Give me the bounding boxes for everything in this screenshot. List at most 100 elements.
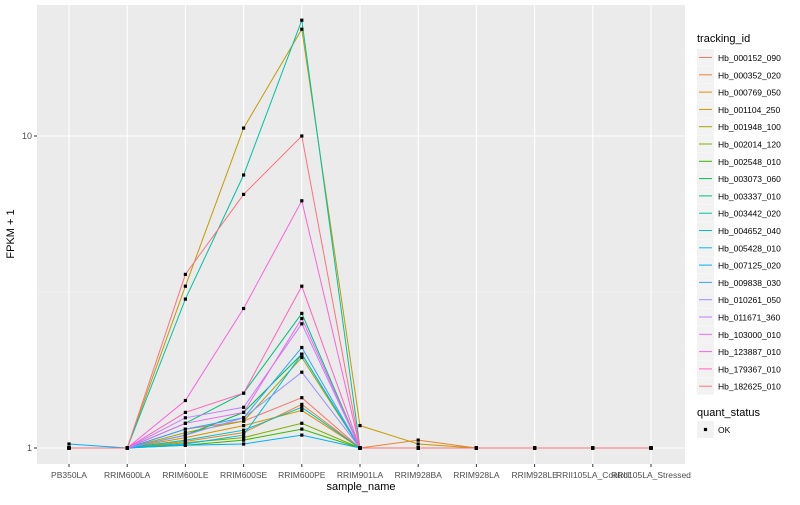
legend-label: Hb_003337_010	[718, 191, 781, 201]
data-point	[649, 446, 653, 450]
data-point	[242, 442, 246, 446]
data-point	[242, 306, 246, 311]
legend-label: Hb_009838_030	[718, 278, 781, 288]
data-point	[300, 402, 304, 406]
legend-item: Hb_009838_030	[697, 273, 781, 291]
legend-item: Hb_182625_010	[697, 377, 781, 395]
data-point	[358, 446, 362, 450]
legend-item: Hb_007125_020	[697, 256, 781, 274]
data-point	[533, 446, 537, 450]
shape-legend-item: OK	[697, 421, 731, 438]
legend-item: Hb_003442_020	[697, 204, 781, 222]
data-point	[416, 438, 420, 442]
data-point	[300, 408, 304, 412]
legend-label: Hb_004652_040	[718, 226, 781, 236]
data-point	[183, 433, 187, 437]
data-point	[242, 428, 246, 432]
data-point	[358, 424, 362, 428]
data-point	[300, 352, 304, 356]
legend-item: Hb_000152_090	[697, 49, 781, 66]
x-tick-label: RRIM600LE	[162, 470, 209, 480]
legend-entries: Hb_000152_090 Hb_000352_020 Hb_000769_050 H…	[697, 49, 781, 395]
data-point	[416, 442, 420, 446]
panel-background	[37, 5, 685, 464]
data-point	[242, 192, 246, 196]
shape-legend-entries: OK	[697, 421, 731, 438]
legend-label: Hb_007125_020	[718, 261, 781, 271]
data-point	[183, 427, 187, 431]
y-tick-label: 10	[22, 131, 32, 141]
legend-label: Hb_000769_050	[718, 88, 781, 98]
legend-label: Hb_000152_090	[718, 53, 781, 63]
legend-item: Hb_179367_010	[697, 360, 781, 378]
data-point	[242, 436, 246, 440]
x-tick-label: RRIM600PE	[278, 470, 326, 480]
data-point	[125, 446, 129, 450]
data-point	[67, 446, 71, 450]
legend-label: Hb_011671_360	[718, 313, 781, 323]
data-points	[67, 18, 653, 450]
data-point	[242, 431, 246, 435]
legend-item: Hb_001104_250	[697, 100, 781, 118]
shape-legend-label: OK	[718, 425, 731, 435]
data-point	[300, 18, 304, 22]
legend-item: Hb_001948_100	[697, 118, 781, 136]
x-tick-label: RRIM600SE	[220, 470, 268, 480]
data-point	[183, 398, 187, 403]
data-point	[183, 410, 187, 414]
legend-item: Hb_002548_010	[697, 152, 781, 170]
legend-item: Hb_000352_020	[697, 66, 781, 84]
data-point	[300, 370, 304, 374]
data-point	[300, 421, 304, 425]
data-point	[300, 405, 304, 409]
legend-label: Hb_182625_010	[718, 382, 781, 392]
data-point	[183, 272, 187, 276]
x-tick-label: RRIM600LA	[104, 470, 151, 480]
data-point	[242, 405, 246, 409]
legend-label: Hb_010261_050	[718, 295, 781, 305]
shape-legend-title: quant_status	[697, 407, 760, 419]
data-point	[67, 442, 71, 446]
x-tick-label: PB350LA	[51, 470, 87, 480]
data-point	[300, 284, 304, 288]
data-point	[183, 421, 187, 425]
data-point	[591, 446, 595, 450]
x-tick-label: RRIM928BA	[395, 470, 443, 480]
data-point	[300, 316, 304, 321]
data-point	[183, 416, 187, 420]
legend-item: Hb_004652_040	[697, 222, 781, 239]
x-tick-label: RRII105LA_Stressed	[611, 470, 691, 480]
legend-label: Hb_103000_010	[718, 330, 781, 340]
legend-item: Hb_003337_010	[697, 187, 781, 205]
data-point	[242, 126, 246, 130]
data-point	[300, 355, 304, 360]
legend: tracking_id Hb_000152_090Hb_000352_020Hb…	[697, 33, 781, 438]
legend-item: Hb_002014_120	[697, 135, 781, 153]
x-tick-label: RRIM928LE	[511, 470, 558, 480]
x-axis: PB350LA RRIM600LA RRIM600LE RRIM600SE RRIM60…	[51, 464, 691, 480]
data-point	[242, 173, 246, 177]
data-point	[416, 446, 420, 450]
y-axis-title: FPKM + 1	[5, 209, 17, 258]
data-point	[242, 438, 246, 442]
legend-item: Hb_000769_050	[697, 83, 781, 101]
data-point	[242, 419, 246, 423]
data-point	[183, 438, 187, 442]
x-axis-title: sample_name	[326, 481, 395, 493]
legend-item: Hb_010261_050	[697, 291, 781, 309]
legend-label: Hb_005428_010	[718, 243, 781, 253]
data-point	[183, 436, 187, 440]
data-point	[300, 427, 304, 431]
legend-item: Hb_011671_360	[697, 308, 781, 326]
y-tick-label: 1	[27, 443, 32, 453]
data-point	[300, 322, 304, 326]
legend-label: Hb_179367_010	[718, 364, 781, 374]
grid-lines	[37, 5, 685, 464]
legend-label: Hb_123887_010	[718, 347, 781, 357]
shape-legend-point	[703, 427, 708, 432]
data-point	[242, 410, 246, 414]
legend-label: Hb_003073_060	[718, 174, 781, 184]
y-axis: 1 10	[22, 131, 37, 453]
data-point	[300, 199, 304, 203]
